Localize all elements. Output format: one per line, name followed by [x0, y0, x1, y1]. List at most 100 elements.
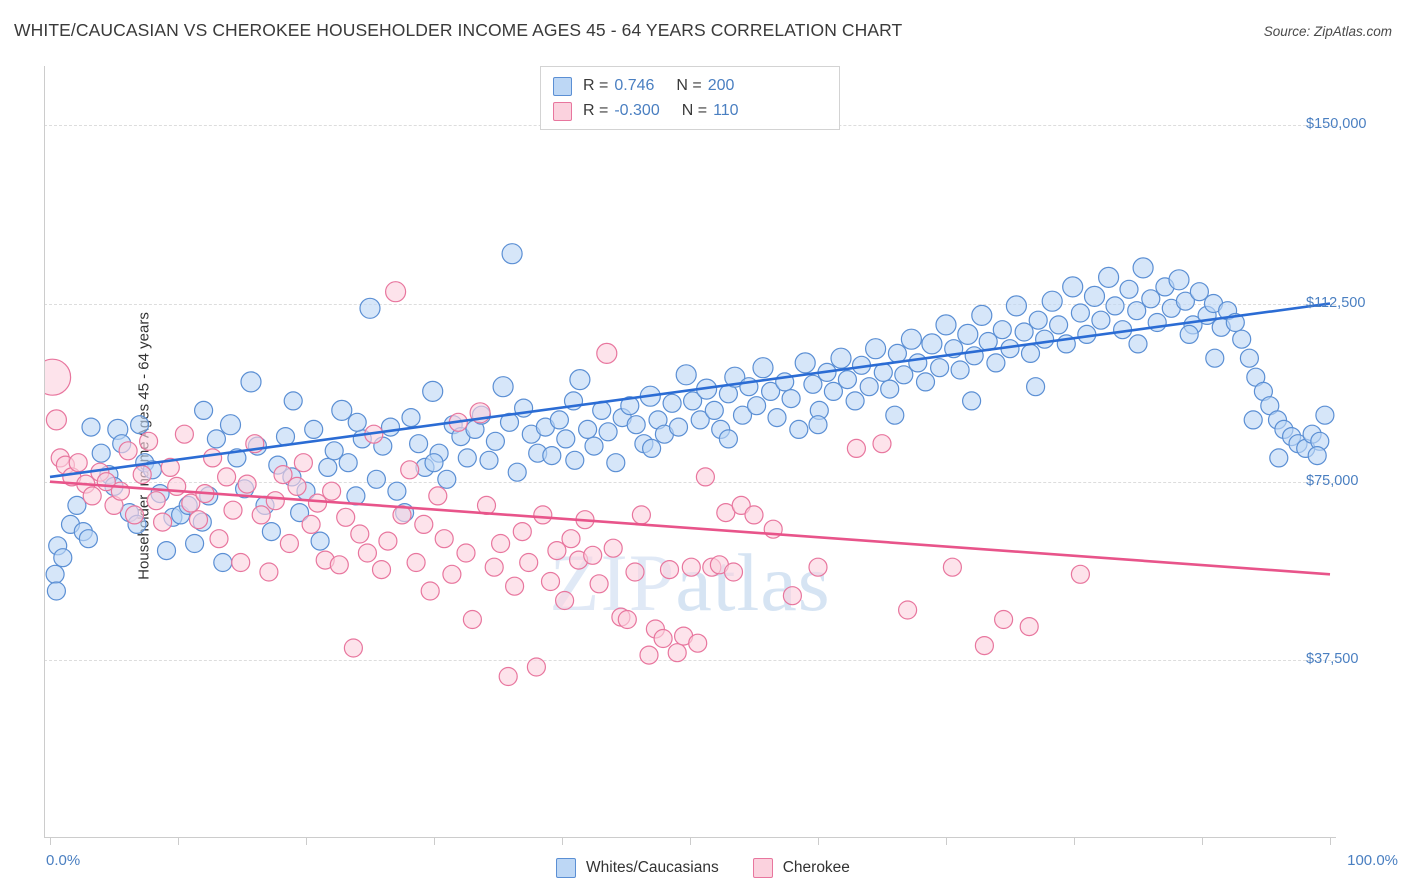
- legend-n-label-pink: N =: [681, 102, 708, 119]
- data-point: [188, 510, 209, 530]
- data-point: [986, 353, 1006, 373]
- data-point: [1005, 295, 1028, 317]
- legend-r-value-blue: 0.746: [614, 77, 655, 94]
- data-point: [45, 409, 67, 431]
- data-point: [533, 505, 553, 525]
- data-point: [1239, 348, 1260, 368]
- data-point: [261, 522, 281, 542]
- series-cherokee: [44, 281, 1091, 687]
- data-point: [118, 441, 138, 461]
- data-point: [808, 415, 828, 435]
- data-point: [993, 609, 1014, 630]
- data-point: [1097, 266, 1120, 288]
- data-point: [781, 389, 801, 409]
- data-point: [1141, 289, 1161, 309]
- series-whites-caucasians: [45, 243, 1335, 601]
- data-point: [864, 338, 887, 360]
- data-point: [420, 581, 440, 601]
- data-point: [659, 560, 680, 580]
- data-point: [206, 429, 226, 449]
- x-axis-tick: [946, 838, 947, 845]
- x-axis-tick: [690, 838, 691, 845]
- data-point: [240, 371, 262, 393]
- data-point: [462, 609, 482, 630]
- legend-swatch-blue: [553, 76, 572, 96]
- x-tick-label: 100.0%: [1347, 852, 1398, 869]
- x-axis-line: [44, 837, 1336, 838]
- data-point: [519, 552, 539, 573]
- y-tick-label: $150,000: [1306, 116, 1367, 133]
- data-point: [1307, 446, 1327, 466]
- data-point: [209, 529, 229, 549]
- data-point: [81, 417, 101, 437]
- data-point: [499, 412, 520, 432]
- data-point: [152, 512, 173, 532]
- data-point: [1189, 282, 1210, 302]
- scatter-plot-area: ZIPatlas: [44, 66, 1336, 845]
- data-point: [887, 343, 908, 363]
- data-point: [1091, 310, 1111, 330]
- data-point: [620, 396, 640, 416]
- data-point: [547, 541, 567, 561]
- data-point: [681, 557, 701, 577]
- x-axis-tick: [1330, 838, 1331, 845]
- data-point: [259, 562, 279, 582]
- y-axis-line: [44, 66, 45, 838]
- data-point: [942, 557, 963, 577]
- data-point: [565, 450, 585, 470]
- data-point: [894, 365, 914, 385]
- data-point: [1175, 291, 1196, 311]
- data-point: [132, 465, 152, 485]
- data-point: [371, 560, 392, 580]
- data-point: [961, 391, 982, 411]
- data-point: [631, 505, 652, 525]
- data-point: [639, 645, 659, 665]
- data-point: [387, 481, 407, 501]
- data-point: [350, 524, 370, 544]
- data-point: [789, 419, 809, 439]
- x-axis-tick: [1202, 838, 1203, 845]
- data-point: [414, 514, 434, 534]
- data-point: [442, 564, 462, 584]
- data-point: [505, 576, 525, 596]
- y-tick-label: $112,500: [1306, 294, 1366, 311]
- data-point: [662, 393, 682, 413]
- data-point: [422, 380, 444, 402]
- data-point: [668, 417, 689, 437]
- data-point: [1128, 334, 1148, 354]
- data-point: [512, 522, 532, 542]
- data-point: [68, 453, 88, 473]
- data-point: [808, 557, 828, 577]
- data-point: [540, 571, 561, 592]
- source-label: Source: ZipAtlas.com: [1263, 24, 1392, 39]
- data-point: [716, 503, 736, 523]
- series-legend-item-whites[interactable]: Whites/Caucasians: [556, 858, 719, 878]
- data-point: [767, 408, 787, 428]
- data-point: [746, 396, 767, 416]
- data-point: [110, 481, 131, 501]
- data-point: [859, 377, 879, 397]
- data-point: [307, 493, 328, 513]
- data-point: [1269, 448, 1289, 468]
- legend-row-cherokee: R = -0.300 N = 110: [553, 98, 739, 124]
- series-legend-item-cherokee[interactable]: Cherokee: [752, 858, 850, 878]
- data-point: [752, 357, 774, 379]
- data-point: [279, 533, 299, 554]
- data-point: [67, 495, 87, 515]
- data-point: [181, 493, 201, 513]
- data-point: [542, 446, 562, 466]
- data-point: [223, 500, 243, 520]
- data-point: [1070, 564, 1091, 584]
- series-label-cherokee: Cherokee: [782, 859, 850, 876]
- data-point: [385, 281, 407, 303]
- data-point: [357, 543, 377, 563]
- data-point: [301, 514, 321, 534]
- data-point: [556, 429, 576, 449]
- data-point: [782, 586, 803, 606]
- data-point: [194, 400, 214, 420]
- data-point: [401, 408, 421, 428]
- trend-line: [49, 480, 1331, 576]
- data-point: [434, 529, 454, 549]
- data-point: [378, 531, 398, 551]
- data-point: [322, 481, 342, 501]
